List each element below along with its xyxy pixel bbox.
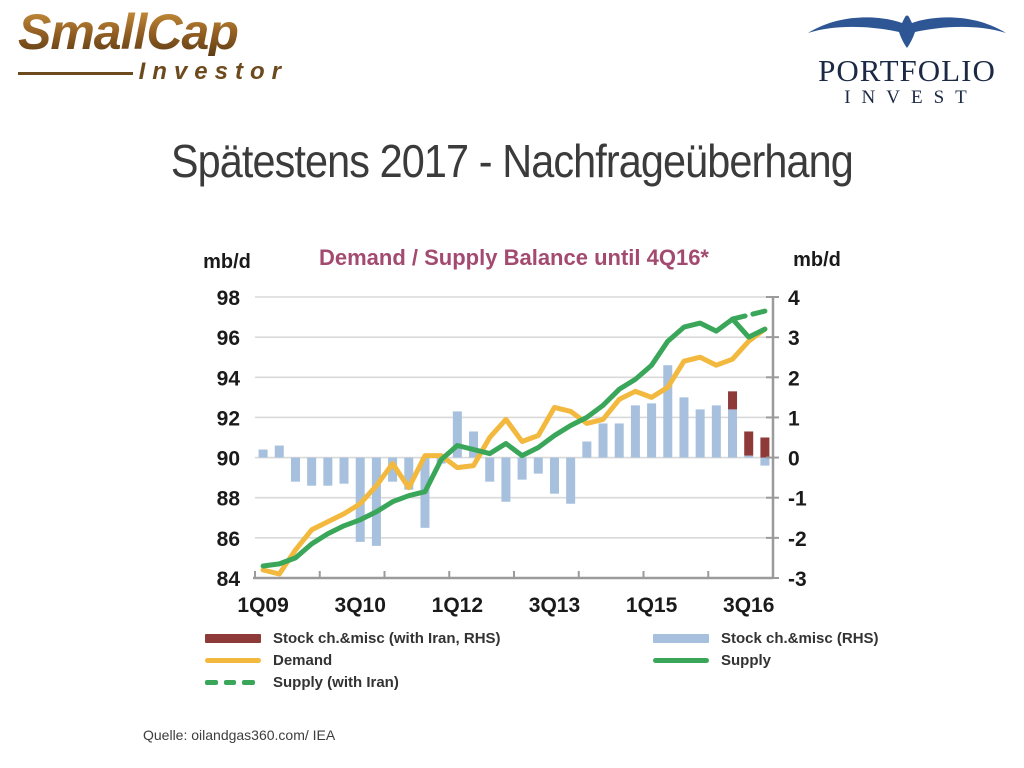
- legend-item-supply: Supply: [653, 652, 879, 669]
- smallcap-logo-rule: [18, 71, 133, 75]
- left-axis-tick-label: 94: [217, 367, 241, 390]
- left-axis-tick-label: 84: [217, 568, 241, 591]
- legend-swatch-yellow-line: [205, 658, 261, 663]
- legend-label: Demand: [273, 652, 333, 669]
- left-axis-unit-label: mb/d: [203, 251, 251, 273]
- left-axis-tick-label: 98: [217, 287, 241, 310]
- bird-icon: [808, 15, 1006, 48]
- stock-change-bar: [728, 409, 738, 458]
- stock-change-bar: [695, 409, 705, 458]
- stock-change-bar: [258, 449, 268, 458]
- stock-change-bar: [307, 457, 317, 486]
- right-axis-unit-label: mb/d: [793, 249, 841, 271]
- legend-item-supply-with-iran: Supply (with Iran): [205, 674, 653, 691]
- demand-line: [260, 326, 768, 577]
- left-axis-tick-label: 92: [217, 407, 240, 430]
- stock-change-bar: [371, 457, 381, 546]
- stock-change-bar: [549, 457, 559, 494]
- stock-change-bar: [501, 457, 511, 502]
- stock-change-bar: [404, 457, 414, 490]
- legend-item-stock: Stock ch.&misc (RHS): [653, 630, 879, 647]
- stock-change-bar: [711, 405, 721, 458]
- stock-change-bar: [339, 457, 349, 484]
- stock-change-with-iran-bar: [744, 431, 754, 456]
- stock-change-bar: [323, 457, 333, 486]
- right-axis-tick-label: 2: [788, 367, 800, 390]
- right-axis-tick-label: 1: [788, 407, 800, 430]
- chart-legend: Stock ch.&misc (with Iran, RHS) Stock ch…: [205, 630, 879, 691]
- legend-swatch-blue-bar: [653, 634, 709, 643]
- stock-change-bar: [566, 457, 576, 504]
- x-axis-tick-label: 3Q10: [335, 594, 386, 617]
- slide-title-text: Spätestens 2017 - Nachfrageüberhang: [170, 135, 854, 187]
- left-axis-tick-label: 90: [217, 448, 240, 471]
- stock-change-with-iran-bar: [760, 437, 770, 458]
- stock-change-with-iran-bar: [728, 391, 738, 410]
- stock-change-bar: [582, 441, 592, 458]
- right-axis-tick-label: 0: [788, 448, 800, 471]
- stock-change-bar: [274, 445, 284, 458]
- stock-change-bar: [663, 365, 673, 458]
- legend-swatch-green-line: [653, 658, 709, 663]
- stock-change-bar: [760, 457, 770, 466]
- smallcap-logo-subtext: Investor: [138, 58, 288, 85]
- stock-change-bar: [355, 457, 365, 542]
- smallcap-investor-logo: SmallCap Investor: [18, 7, 288, 86]
- stock-change-bar: [533, 457, 543, 474]
- left-axis-tick-label: 88: [217, 488, 241, 511]
- x-axis-tick-label: 1Q12: [432, 594, 483, 617]
- x-axis-tick-label: 1Q09: [237, 594, 288, 617]
- chart-canvas: Demand / Supply Balance until 4Q16* mb/d m…: [203, 245, 841, 617]
- x-axis-tick-label: 1Q15: [626, 594, 678, 617]
- stock-change-bar: [469, 431, 479, 458]
- right-axis-tick-label: -3: [788, 568, 807, 591]
- legend-label: Supply (with Iran): [273, 674, 399, 691]
- slide-title: Spätestens 2017 - Nachfrageüberhang: [0, 134, 1024, 188]
- legend-label: Stock ch.&misc (RHS): [721, 630, 879, 647]
- stock-change-bar: [517, 457, 527, 480]
- supply-line: [260, 316, 768, 569]
- stock-change-bar: [290, 457, 300, 482]
- right-axis-tick-label: 3: [788, 327, 800, 350]
- stock-change-bar: [485, 457, 495, 482]
- stock-change-bar: [388, 457, 398, 482]
- legend-item-demand: Demand: [205, 652, 653, 669]
- legend-swatch-green-dashed-line: [205, 680, 261, 685]
- x-axis-tick-label: 3Q16: [723, 594, 774, 617]
- stock-change-bar: [614, 423, 624, 458]
- stock-change-bar: [744, 455, 754, 458]
- stock-change-bar: [679, 397, 689, 458]
- stock-change-bar: [647, 403, 657, 458]
- smallcap-logo-text: SmallCap: [18, 7, 288, 57]
- left-axis-tick-label: 96: [217, 327, 240, 350]
- source-line: Quelle: oilandgas360.com/ IEA: [143, 727, 336, 743]
- portfolio-logo-text: PORTFOLIO: [818, 53, 996, 88]
- chart-title: Demand / Supply Balance until 4Q16*: [319, 245, 709, 270]
- portfolio-logo-subtext: INVEST: [844, 87, 978, 108]
- right-axis-tick-label: -2: [788, 528, 807, 551]
- stock-change-bar: [598, 423, 608, 458]
- portfolio-invest-logo: PORTFOLIO INVEST: [802, 4, 1012, 109]
- right-axis-tick-label: 4: [788, 287, 800, 310]
- right-axis-tick-label: -1: [788, 488, 807, 511]
- demand-supply-chart: Demand / Supply Balance until 4Q16* mb/d m…: [180, 238, 870, 630]
- legend-label: Stock ch.&misc (with Iran, RHS): [273, 630, 501, 647]
- legend-swatch-dark-red-bar: [205, 634, 261, 643]
- left-axis-tick-label: 86: [217, 528, 240, 551]
- x-axis-tick-label: 3Q13: [529, 594, 580, 617]
- supply-with-iran-line: [730, 308, 768, 322]
- stock-change-bar: [630, 405, 640, 458]
- stock-change-bar: [452, 411, 462, 458]
- legend-label: Supply: [721, 652, 772, 669]
- legend-item-stock-with-iran: Stock ch.&misc (with Iran, RHS): [205, 630, 653, 647]
